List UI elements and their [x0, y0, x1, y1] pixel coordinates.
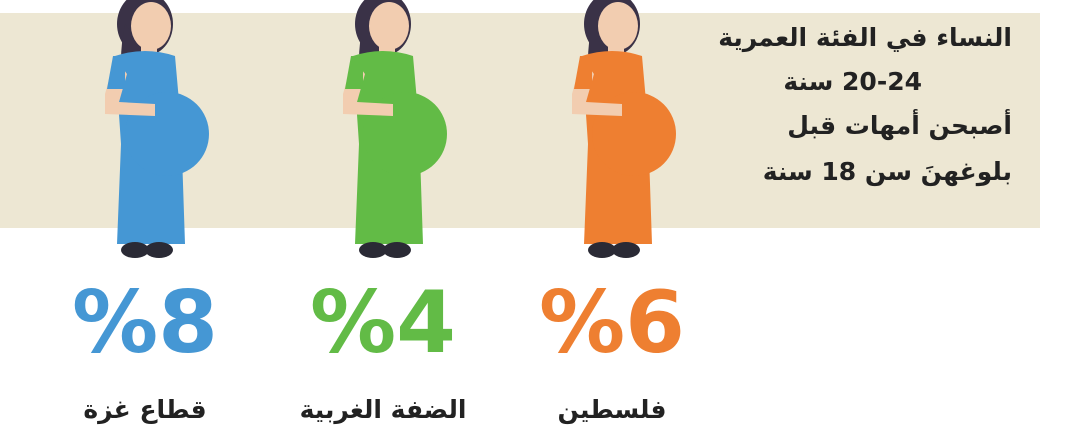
items: %6 فلسطين %4 الضفة الغربية %8 قطاع غزة	[72, 0, 685, 425]
header-line: النساء في الفئة العمرية	[718, 23, 1012, 53]
percentage: %6	[539, 273, 685, 373]
header-line: بلوغهنَ سن 18 سنة	[763, 157, 1012, 187]
header-line: 20-24 سنة	[783, 67, 922, 96]
header: النساء في الفئة العمرية 20-24 سنة أصبحن أم…	[718, 23, 1012, 187]
percentage: %8	[72, 273, 218, 373]
region-label: قطاع غزة	[83, 395, 206, 425]
header-line: أصبحن أمهات قبل	[787, 109, 1012, 141]
percentage: %4	[310, 273, 456, 373]
region-label: الضفة الغربية	[300, 395, 467, 425]
region-label: فلسطين	[557, 395, 666, 425]
